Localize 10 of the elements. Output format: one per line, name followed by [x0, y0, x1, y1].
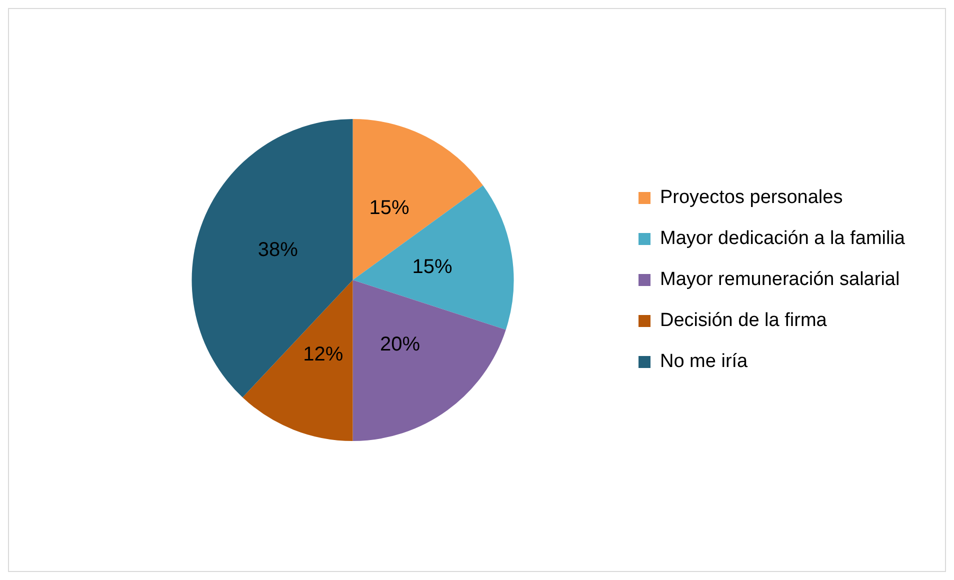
legend-label: Proyectos personales — [660, 187, 843, 208]
data-label: 15% — [369, 196, 410, 219]
data-label: 15% — [412, 256, 452, 278]
legend-label: Decisión de la firma — [660, 310, 828, 332]
legend-label: Mayor dedicación a la familia — [660, 228, 906, 250]
data-label: 38% — [258, 238, 298, 261]
legend-label: Mayor remuneración salarial — [660, 269, 900, 290]
legend-label: No me iría — [660, 351, 748, 372]
data-label: 20% — [380, 334, 420, 356]
data-label: 12% — [303, 343, 344, 366]
